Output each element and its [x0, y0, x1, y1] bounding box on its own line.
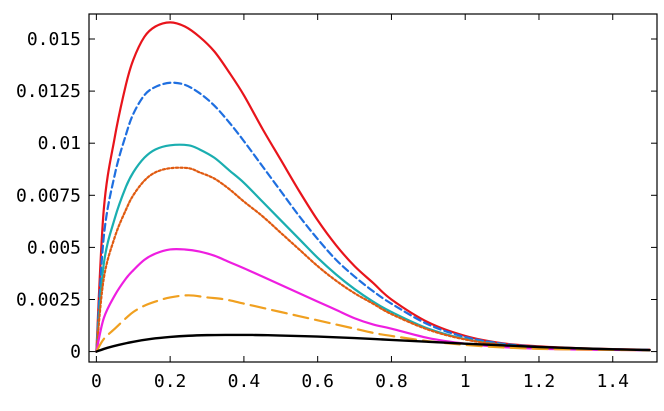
series-orange-dotted — [95, 166, 651, 353]
series-blue-dashed — [95, 81, 651, 353]
y-axis: 0 0.0025 0.005 0.0075 0.01 0.0125 0.015 — [16, 29, 657, 363]
y-tick-label: 0.01 — [38, 133, 81, 154]
x-tick-label: 0.2 — [154, 371, 187, 392]
x-tick-label: 0.6 — [301, 371, 334, 392]
series-black-solid — [95, 333, 651, 353]
x-tick-label: 1 — [460, 371, 471, 392]
series-layer — [95, 21, 651, 353]
x-tick-label: 0.8 — [375, 371, 408, 392]
y-tick-label: 0.015 — [27, 29, 81, 50]
x-tick-label: 0.4 — [228, 371, 261, 392]
x-axis: 0 0.2 0.4 0.6 0.8 1 1.2 1.4 — [91, 14, 629, 392]
y-tick-label: 0.005 — [27, 237, 81, 258]
series-orange-long-dash — [95, 294, 651, 353]
y-tick-label: 0 — [70, 342, 81, 363]
plot-frame — [88, 13, 658, 363]
x-tick-label: 0 — [91, 371, 102, 392]
x-tick-label: 1.2 — [523, 371, 556, 392]
y-tick-label: 0.0025 — [16, 289, 81, 310]
y-tick-label: 0.0125 — [16, 81, 81, 102]
x-tick-label: 1.4 — [596, 371, 629, 392]
y-tick-label: 0.0075 — [16, 185, 81, 206]
